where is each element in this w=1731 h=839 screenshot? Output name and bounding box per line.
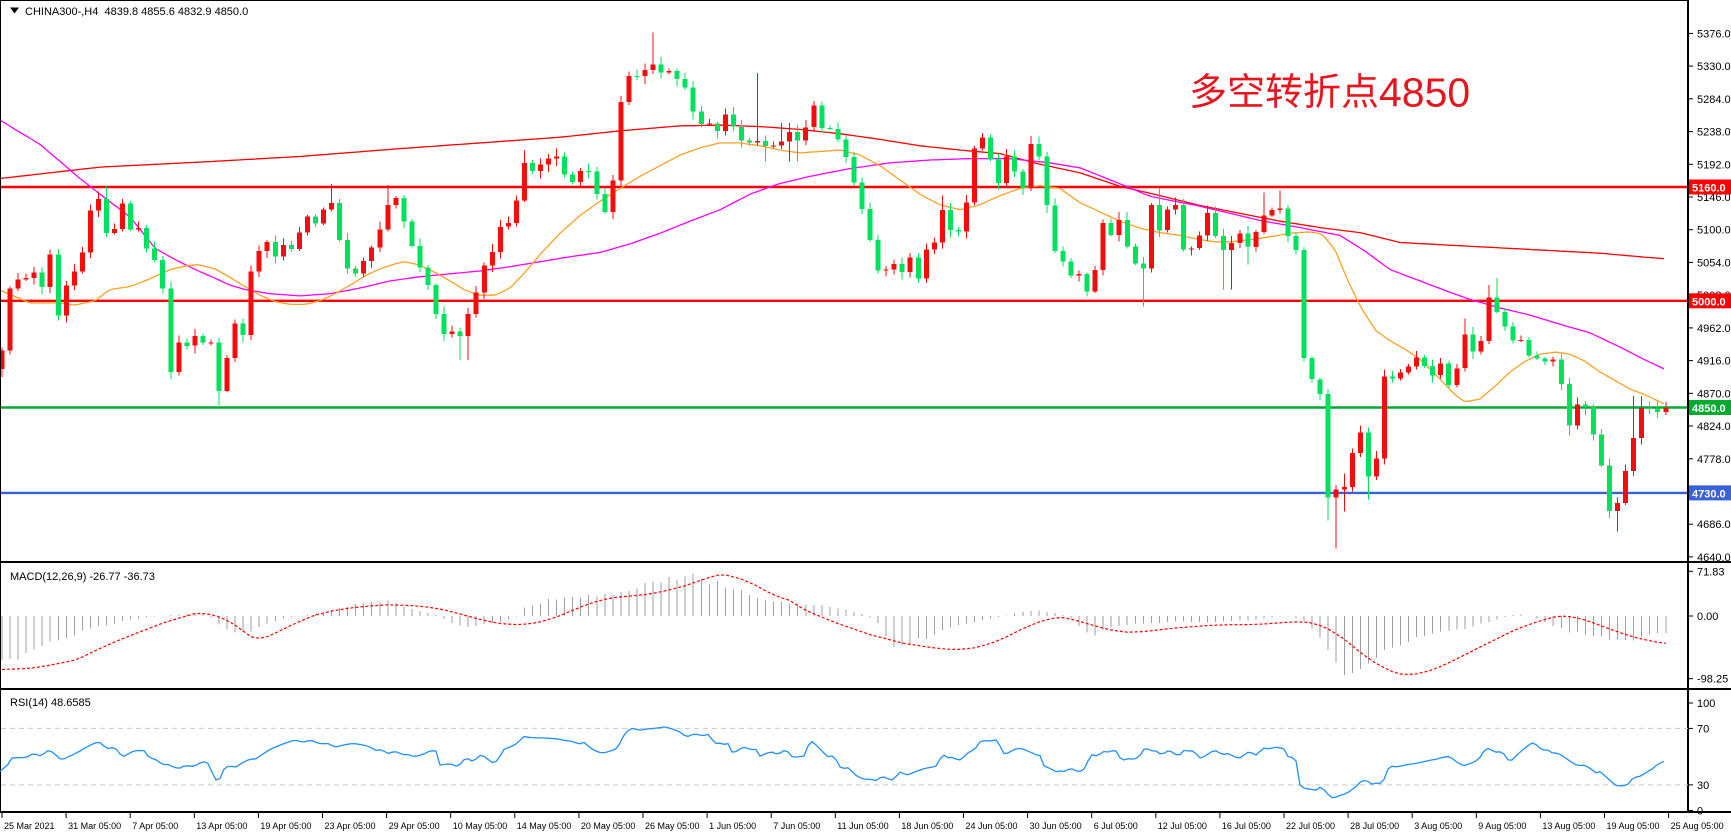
svg-text:19 Apr 05:00: 19 Apr 05:00 bbox=[260, 821, 311, 831]
svg-text:11 Jun 05:00: 11 Jun 05:00 bbox=[837, 821, 888, 831]
svg-text:4824.0: 4824.0 bbox=[1697, 421, 1731, 433]
svg-text:10 May 05:00: 10 May 05:00 bbox=[453, 821, 508, 831]
svg-text:5376.0: 5376.0 bbox=[1697, 28, 1731, 40]
svg-text:26 May 05:00: 26 May 05:00 bbox=[645, 821, 700, 831]
svg-text:12 Jul 05:00: 12 Jul 05:00 bbox=[1158, 821, 1207, 831]
svg-text:MACD(12,26,9) -26.77 -36.73: MACD(12,26,9) -26.77 -36.73 bbox=[10, 571, 155, 583]
svg-text:4730.0: 4730.0 bbox=[1692, 488, 1726, 500]
svg-text:5100.0: 5100.0 bbox=[1697, 225, 1731, 237]
svg-text:19 Aug 05:00: 19 Aug 05:00 bbox=[1607, 821, 1660, 831]
svg-text:16 Jul 05:00: 16 Jul 05:00 bbox=[1222, 821, 1271, 831]
svg-text:5054.0: 5054.0 bbox=[1697, 257, 1731, 269]
svg-text:20 May 05:00: 20 May 05:00 bbox=[581, 821, 636, 831]
svg-text:5160.0: 5160.0 bbox=[1692, 183, 1726, 195]
svg-text:4686.0: 4686.0 bbox=[1697, 519, 1731, 531]
svg-text:5192.0: 5192.0 bbox=[1697, 159, 1731, 171]
svg-text:13 Apr 05:00: 13 Apr 05:00 bbox=[196, 821, 247, 831]
svg-text:9 Aug 05:00: 9 Aug 05:00 bbox=[1478, 821, 1526, 831]
svg-text:3 Aug 05:00: 3 Aug 05:00 bbox=[1414, 821, 1462, 831]
svg-text:4962.0: 4962.0 bbox=[1697, 323, 1731, 335]
svg-text:24 Jun 05:00: 24 Jun 05:00 bbox=[966, 821, 1018, 831]
svg-text:28 Jul 05:00: 28 Jul 05:00 bbox=[1350, 821, 1399, 831]
svg-text:29 Apr 05:00: 29 Apr 05:00 bbox=[389, 821, 440, 831]
svg-text:4778.0: 4778.0 bbox=[1697, 454, 1731, 466]
svg-text:5284.0: 5284.0 bbox=[1697, 94, 1731, 106]
svg-text:100: 100 bbox=[1697, 698, 1715, 710]
svg-text:RSI(14) 48.6585: RSI(14) 48.6585 bbox=[10, 697, 91, 709]
svg-text:0: 0 bbox=[1697, 806, 1703, 818]
svg-text:7 Jun 05:00: 7 Jun 05:00 bbox=[773, 821, 820, 831]
svg-text:30: 30 bbox=[1697, 780, 1709, 792]
svg-text:31 Mar 05:00: 31 Mar 05:00 bbox=[68, 821, 121, 831]
svg-text:7 Apr 05:00: 7 Apr 05:00 bbox=[132, 821, 178, 831]
svg-text:71.83: 71.83 bbox=[1697, 566, 1725, 578]
svg-text:4916.0: 4916.0 bbox=[1697, 356, 1731, 368]
svg-text:4640.0: 4640.0 bbox=[1697, 552, 1731, 564]
svg-text:5000.0: 5000.0 bbox=[1692, 296, 1726, 308]
svg-text:30 Jun 05:00: 30 Jun 05:00 bbox=[1030, 821, 1082, 831]
svg-text:5330.0: 5330.0 bbox=[1697, 61, 1731, 73]
svg-text:13 Aug 05:00: 13 Aug 05:00 bbox=[1542, 821, 1595, 831]
svg-text:5146.0: 5146.0 bbox=[1697, 192, 1731, 204]
svg-text:4870.0: 4870.0 bbox=[1697, 388, 1731, 400]
svg-text:6 Jul 05:00: 6 Jul 05:00 bbox=[1094, 821, 1138, 831]
svg-text:CHINA300-,H4 4839.8 4855.6 48: CHINA300-,H4 4839.8 4855.6 4832.9 4850.0 bbox=[25, 6, 248, 18]
svg-text:70: 70 bbox=[1697, 723, 1709, 735]
svg-text:23 Apr 05:00: 23 Apr 05:00 bbox=[325, 821, 376, 831]
svg-text:25 Aug 05:00: 25 Aug 05:00 bbox=[1671, 821, 1724, 831]
svg-text:22 Jul 05:00: 22 Jul 05:00 bbox=[1286, 821, 1335, 831]
svg-text:-98.25: -98.25 bbox=[1697, 674, 1728, 686]
svg-text:5238.0: 5238.0 bbox=[1697, 127, 1731, 139]
svg-text:18 Jun 05:00: 18 Jun 05:00 bbox=[901, 821, 953, 831]
svg-text:25 Mar 2021: 25 Mar 2021 bbox=[4, 821, 55, 831]
svg-text:0.00: 0.00 bbox=[1697, 611, 1718, 623]
svg-text:14 May 05:00: 14 May 05:00 bbox=[517, 821, 572, 831]
svg-text:4850.0: 4850.0 bbox=[1692, 403, 1726, 415]
svg-text:4850: 4850 bbox=[1379, 70, 1470, 116]
svg-text:1 Jun 05:00: 1 Jun 05:00 bbox=[709, 821, 756, 831]
